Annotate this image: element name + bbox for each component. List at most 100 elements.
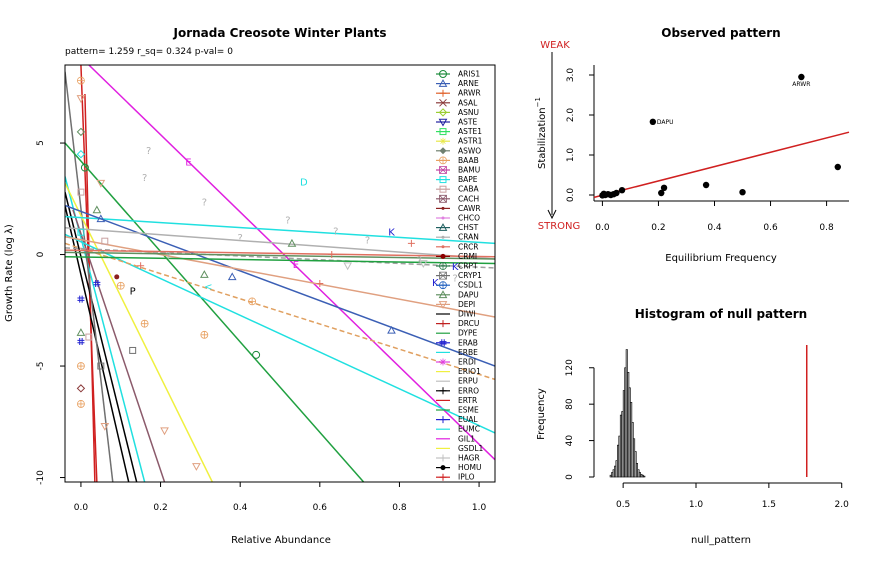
observed-x-tick-label-1: 0.2 (651, 223, 665, 233)
legend-label-3: ASAL (458, 98, 478, 107)
legend-marker-9 (439, 156, 447, 165)
observed-y-label-superscript: −1 (534, 97, 542, 107)
data-point-34 (76, 149, 86, 159)
observed-y-tick-label-2: 2.0 (566, 108, 576, 123)
legend-marker-30 (439, 358, 447, 366)
observed-plot: 0.0 0.2 0.4 0.6 0.8 0.0 1.0 2.0 3.0 ARWR DAPU (547, 52, 850, 233)
data-point-18 (96, 179, 106, 188)
legend-marker-24 (438, 301, 448, 309)
observed-y-tick-label-0: 0.0 (566, 188, 576, 203)
regression-line-18 (65, 251, 495, 260)
observed-x-tick-label-3: 0.6 (763, 223, 778, 233)
legend-marker-33 (439, 387, 447, 395)
text-mark-5: K (432, 278, 439, 289)
data-point-22 (101, 237, 109, 245)
legend-label-25: DIWI (458, 310, 476, 319)
legend-label-18: CRCR (458, 242, 479, 251)
data-point-30 (316, 280, 324, 288)
legend-marker-21 (439, 271, 447, 280)
histogram-x-tick-label-3: 2.0 (835, 500, 850, 510)
regression-line-15 (65, 227, 495, 260)
text-mark-8: ? (146, 146, 151, 157)
regression-line-17 (65, 249, 495, 258)
legend-marker-28 (439, 339, 447, 347)
stabilization-arrowhead (547, 209, 557, 220)
legend-label-6: ASTE1 (458, 127, 482, 136)
data-point-14 (192, 463, 201, 471)
text-mark-4: K (452, 262, 459, 273)
left-x-tick-label-4: 0.8 (392, 503, 407, 513)
legend-marker-3 (439, 98, 447, 107)
text-mark-1: D (300, 177, 308, 188)
legend-label-40: HAGR (458, 454, 480, 463)
histogram-y-axis-label: Frequency (536, 388, 547, 440)
text-mark-12: ? (333, 226, 338, 237)
data-point-27 (77, 295, 85, 303)
observed-point-6 (658, 189, 665, 197)
data-point-0 (80, 163, 89, 172)
legend-marker-17 (441, 235, 445, 239)
legend-marker-0 (439, 70, 447, 78)
observed-x-axis-label: Equilibrium Frequency (665, 253, 777, 264)
legend-label-31: ERIO1 (458, 367, 481, 376)
regression-line-11 (65, 215, 495, 245)
data-point-19 (418, 260, 428, 268)
legend-label-5: ASTE (458, 118, 477, 127)
left-y-axis-label: Growth Rate (log λ) (4, 224, 15, 322)
left-y-tick-label-2: -5 (36, 362, 46, 371)
observed-y-label-main: Stabilization (537, 107, 548, 169)
observed-point-14 (599, 192, 606, 199)
left-chart-title: Jornada Creosote Winter Plants (173, 26, 387, 40)
data-point-17 (76, 95, 86, 103)
left-frame (64, 64, 496, 483)
data-point-24 (85, 333, 93, 341)
left-x-tick-label-1: 0.2 (153, 503, 167, 513)
legend-label-23: DAPU (458, 290, 479, 299)
regression-line-9 (88, 65, 495, 461)
regression-line-8 (65, 142, 365, 482)
legend-marker-10 (439, 166, 447, 174)
regression-line-6 (72, 209, 166, 482)
legend-marker-13 (439, 194, 447, 203)
legend-label-2: ARWR (458, 89, 481, 98)
legend-marker-16 (438, 223, 448, 231)
legend-marker-36 (439, 416, 447, 424)
regression-line-5 (65, 71, 114, 482)
observed-chart-title: Observed pattern (661, 26, 780, 40)
data-point-26 (77, 338, 85, 346)
legend-marker-12 (439, 185, 447, 193)
legend-label-29: ERBE (458, 348, 478, 357)
legend-marker-40 (439, 454, 447, 462)
legend-label-32: ERPU (458, 377, 478, 386)
legend-marker-8 (439, 147, 447, 155)
legend-label-17: CRAN (458, 233, 479, 242)
histogram-title: Histogram of null pattern (635, 307, 807, 321)
histogram-y-tick-label-0: 0 (565, 474, 575, 480)
strong-label: STRONG (538, 221, 581, 232)
left-legend: ARIS1ARNEARWRASALASNUASTEASTE1ASTR1ASWOB… (436, 70, 484, 482)
legend-marker-26 (439, 320, 447, 328)
legend-marker-41 (440, 465, 446, 471)
histogram-y-tick-label-2: 80 (565, 398, 575, 410)
data-point-31 (328, 251, 336, 259)
legend-label-10: BAMU (458, 166, 480, 175)
data-point-15 (160, 427, 169, 436)
observed-y-tick-label-1: 1.0 (566, 148, 576, 163)
left-chart-subtitle: pattern= 1.259 r_sq= 0.324 p-val= 0 (65, 47, 233, 57)
text-mark-11: ? (285, 215, 290, 226)
legend-label-20: CRPT (458, 262, 478, 271)
left-x-tick-label-2: 0.4 (233, 503, 248, 513)
left-x-axis-label: Relative Abundance (231, 535, 331, 546)
data-point-11 (116, 281, 125, 290)
legend-label-39: GSDL1 (458, 444, 484, 453)
observed-y-tick-label-3: 3.0 (566, 68, 576, 83)
observed-point-3 (702, 181, 710, 189)
histogram-plot: 0.5 1.0 1.5 2.0 0 40 80 120 (565, 345, 849, 510)
legend-marker-18 (441, 245, 445, 249)
left-y-tick-label-3: -10 (36, 470, 46, 485)
legend-label-41: HOMU (458, 463, 482, 472)
observed-point-5 (660, 184, 668, 191)
data-point-35 (76, 127, 86, 137)
observed-point-label-0: ARWR (792, 81, 810, 88)
regression-line-14 (65, 242, 495, 381)
